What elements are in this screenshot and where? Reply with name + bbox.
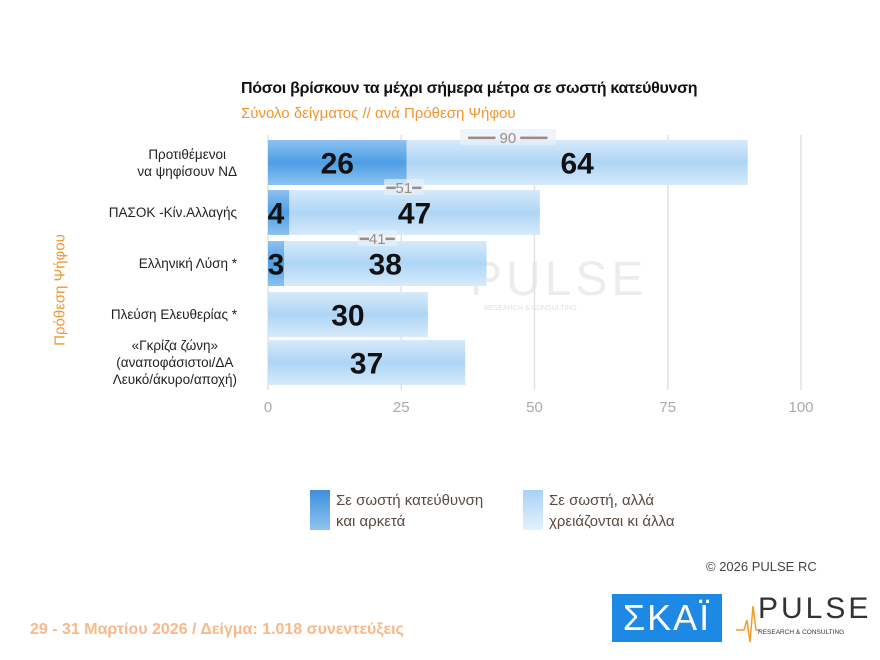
legend-swatch-2: [523, 490, 543, 530]
category-label: Ελληνική Λύση *: [138, 256, 237, 271]
legend-label-2: Σε σωστή, αλλά χρειάζονται κι άλλα: [549, 492, 675, 530]
pulse-logo: PULSE RESEARCH & CONSULTING: [736, 592, 868, 644]
total-label: ━41━: [359, 231, 396, 248]
x-tick-label: 0: [264, 399, 272, 416]
x-tick-label: 25: [393, 399, 410, 416]
x-tick-label: 100: [788, 399, 813, 416]
legend-swatch-1: [310, 490, 330, 530]
chart-title: Πόσοι βρίσκουν τα μέχρι σήμερα μέτρα σε …: [241, 80, 698, 97]
data-label: 38: [369, 249, 402, 282]
data-label: 47: [398, 198, 431, 231]
footer-date-sample: 29 - 31 Μαρτίου 2026 / Δείγμα: 1.018 συν…: [30, 621, 404, 638]
bar-segment: [268, 292, 428, 337]
bar-segment: [268, 340, 466, 385]
skai-logo: ΣΚΑΪ: [612, 594, 722, 642]
total-label: ━51━: [386, 180, 423, 197]
pulse-watermark: PULSE: [470, 253, 648, 306]
data-label: 30: [331, 300, 364, 333]
category-label: ΠΑΣΟΚ -Κίν.Αλλαγής: [108, 205, 237, 220]
legend-label-1: Σε σωστή κατεύθυνση και αρκετά: [336, 492, 484, 530]
data-label: 37: [350, 348, 383, 381]
data-label: 64: [560, 148, 594, 181]
chart-subtitle: Σύνολο δείγματος // ανά Πρόθεση Ψήφου: [241, 105, 516, 122]
bar-segment: [268, 241, 284, 286]
total-label: ━━━ 90 ━━━: [467, 130, 548, 147]
bar-segment: [283, 241, 487, 286]
x-tick-label: 75: [659, 399, 676, 416]
x-tick-label: 50: [526, 399, 543, 416]
total-label-bg: [357, 230, 398, 246]
data-label: 3: [268, 249, 285, 282]
data-label: 4: [268, 198, 285, 231]
data-label: 26: [321, 148, 354, 181]
bar-segment: [406, 140, 748, 185]
category-label: «Γκρίζα ζώνη» (αναποφάσιστοι/ΔΑ Λευκό/άκ…: [112, 338, 237, 387]
bar-segment: [268, 140, 407, 185]
category-label: Προτιθέμενοι να ψηφίσουν ΝΔ: [137, 146, 237, 179]
total-label-bg: [383, 179, 424, 195]
copyright: © 2026 PULSE RC: [706, 559, 817, 574]
pulse-watermark-sub: RESEARCH & CONSULTING: [484, 305, 577, 312]
total-label-bg: [459, 129, 556, 145]
category-label: Πλεύση Ελευθερίας *: [110, 307, 237, 322]
bar-segment: [268, 190, 290, 235]
bar-segment: [289, 190, 540, 235]
